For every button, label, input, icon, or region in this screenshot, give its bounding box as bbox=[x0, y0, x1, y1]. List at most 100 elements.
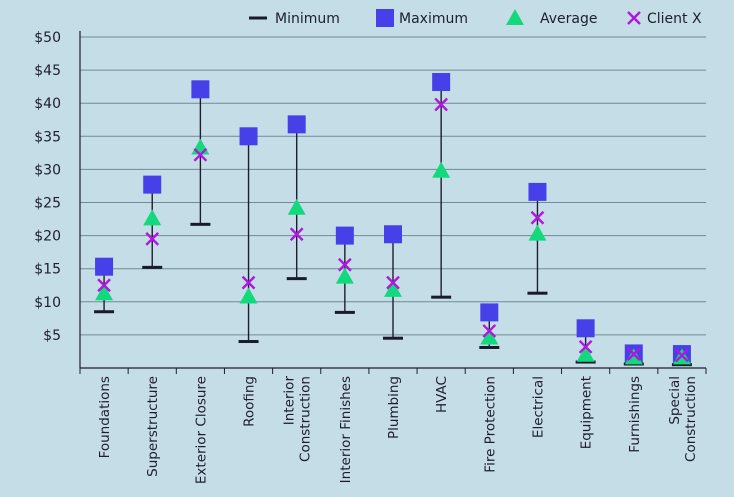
legend-label: Client X bbox=[647, 11, 702, 27]
maximum-mark bbox=[287, 115, 306, 134]
legend-client-x-swatch bbox=[627, 11, 641, 25]
category-label: Special bbox=[667, 376, 683, 425]
category-label: Roofing bbox=[242, 376, 258, 427]
y-tick-label: $45 bbox=[34, 63, 61, 79]
minimum-mark bbox=[190, 222, 211, 226]
maximum-mark bbox=[576, 319, 595, 338]
client-x-mark bbox=[482, 324, 497, 338]
client-x-stroke bbox=[193, 147, 208, 162]
average-mark bbox=[239, 287, 258, 304]
minimum-mark bbox=[383, 336, 403, 340]
client-x-mark bbox=[193, 147, 208, 162]
minimum-mark bbox=[286, 277, 307, 281]
y-tick-label: $50 bbox=[34, 30, 61, 46]
client-x-mark bbox=[241, 275, 256, 290]
client-x-stroke bbox=[386, 275, 400, 290]
average-mark bbox=[624, 348, 643, 365]
minimum-mark bbox=[94, 310, 115, 314]
client-x-mark bbox=[530, 210, 545, 225]
average-mark bbox=[287, 198, 306, 215]
minimum-mark bbox=[671, 363, 692, 367]
client-x-mark bbox=[578, 339, 593, 354]
average-mark bbox=[143, 209, 162, 226]
client-x-stroke bbox=[97, 278, 111, 293]
maximum-mark bbox=[335, 226, 354, 245]
legend-average-swatch bbox=[506, 9, 524, 25]
legend: Minimum Maximum Average Client X bbox=[249, 9, 702, 27]
maximum-mark bbox=[384, 225, 402, 244]
minimum-mark bbox=[479, 345, 500, 349]
gridlines bbox=[80, 36, 706, 336]
client-x-stroke bbox=[626, 347, 641, 361]
y-tick-label: $35 bbox=[34, 129, 61, 145]
client-x-mark bbox=[675, 348, 689, 363]
legend-label: Maximum bbox=[399, 11, 468, 27]
average-mark bbox=[528, 224, 547, 241]
y-tick-label: $40 bbox=[34, 96, 61, 112]
category-label: Plumbing bbox=[386, 376, 402, 439]
category-label: Construction bbox=[298, 376, 314, 462]
category-label: Fire Protection bbox=[482, 376, 498, 473]
client-x-mark bbox=[337, 257, 352, 272]
client-x-mark bbox=[145, 232, 160, 246]
maximum-mark bbox=[191, 80, 210, 99]
legend-minimum-swatch bbox=[249, 16, 267, 20]
maximum-mark bbox=[95, 257, 114, 276]
y-tick-label: $15 bbox=[34, 262, 61, 278]
client-x-stroke bbox=[145, 232, 160, 246]
category-label: Exterior Closure bbox=[193, 376, 209, 484]
client-x-mark bbox=[626, 347, 641, 361]
maximum-mark bbox=[480, 303, 499, 322]
y-tick-label: $30 bbox=[34, 162, 61, 178]
maximum-mark bbox=[239, 127, 258, 146]
legend-x-stroke bbox=[627, 11, 641, 25]
client-x-stroke bbox=[434, 97, 449, 112]
legend-maximum-swatch bbox=[376, 9, 394, 27]
client-x-stroke bbox=[337, 257, 352, 272]
y-tick-label: $25 bbox=[34, 196, 61, 212]
average-mark bbox=[480, 328, 499, 345]
average-mark bbox=[432, 161, 451, 178]
y-tick-labels: $5 $10 $15 $20 $25 $30 $35 $40 $45 $50 bbox=[34, 30, 61, 344]
maximum-mark bbox=[528, 182, 547, 201]
average-mark bbox=[384, 280, 402, 297]
average-mark bbox=[191, 138, 210, 155]
client-x-stroke bbox=[241, 275, 256, 290]
data-marks bbox=[94, 73, 692, 367]
client-x-mark bbox=[97, 278, 111, 293]
y-tick-label: $20 bbox=[34, 229, 61, 245]
client-x-stroke bbox=[530, 210, 545, 225]
client-x-stroke bbox=[578, 339, 593, 354]
category-label: Furnishings bbox=[627, 376, 643, 453]
client-x-stroke bbox=[482, 324, 497, 338]
minimum-mark bbox=[527, 291, 548, 295]
average-mark bbox=[335, 267, 354, 284]
category-label: Interior bbox=[282, 376, 298, 426]
minimum-mark bbox=[334, 310, 355, 314]
legend-label: Average bbox=[540, 11, 598, 27]
client-x-mark bbox=[386, 275, 400, 290]
client-x-stroke bbox=[675, 348, 689, 363]
category-labels: Foundations Superstructure Exterior Closur… bbox=[97, 376, 699, 485]
category-label: Electrical bbox=[530, 376, 546, 438]
minimum-mark bbox=[575, 360, 596, 364]
minimum-mark bbox=[142, 265, 163, 269]
minimum-mark bbox=[238, 340, 259, 344]
y-tick-label: $10 bbox=[34, 295, 61, 311]
axes bbox=[79, 31, 707, 374]
category-label: HVAC bbox=[434, 376, 450, 413]
category-label: Foundations bbox=[97, 376, 113, 458]
category-label: Construction bbox=[683, 376, 699, 462]
average-mark bbox=[576, 345, 595, 362]
client-x-stroke bbox=[289, 227, 304, 242]
y-tick-label: $5 bbox=[43, 328, 61, 344]
client-x-mark bbox=[289, 227, 304, 242]
category-label: Superstructure bbox=[145, 376, 161, 477]
category-label: Interior Finishes bbox=[338, 376, 354, 483]
minimum-mark bbox=[431, 295, 452, 299]
average-mark bbox=[95, 284, 114, 301]
client-x-mark bbox=[434, 97, 449, 112]
category-label: Equipment bbox=[579, 376, 595, 449]
legend-label: Minimum bbox=[275, 11, 340, 27]
